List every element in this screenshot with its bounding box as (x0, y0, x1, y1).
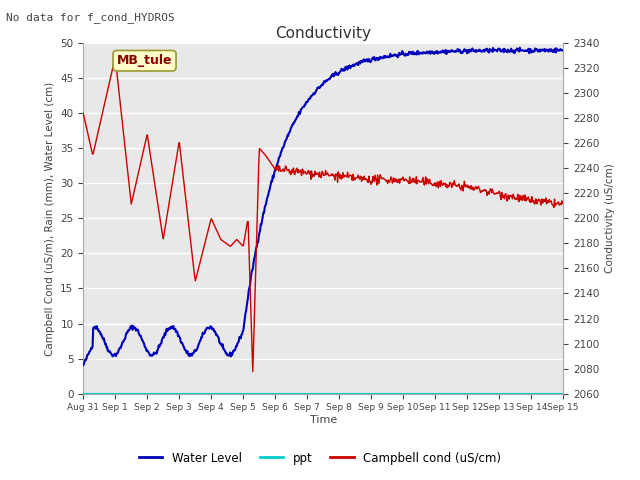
X-axis label: Time: Time (310, 415, 337, 425)
Y-axis label: Conductivity (uS/cm): Conductivity (uS/cm) (605, 164, 615, 273)
Legend: Water Level, ppt, Campbell cond (uS/cm): Water Level, ppt, Campbell cond (uS/cm) (134, 447, 506, 469)
Text: No data for f_cond_HYDROS: No data for f_cond_HYDROS (6, 12, 175, 23)
Text: MB_tule: MB_tule (117, 54, 172, 67)
Title: Conductivity: Conductivity (275, 25, 371, 41)
Y-axis label: Campbell Cond (uS/m), Rain (mm), Water Level (cm): Campbell Cond (uS/m), Rain (mm), Water L… (45, 81, 54, 356)
